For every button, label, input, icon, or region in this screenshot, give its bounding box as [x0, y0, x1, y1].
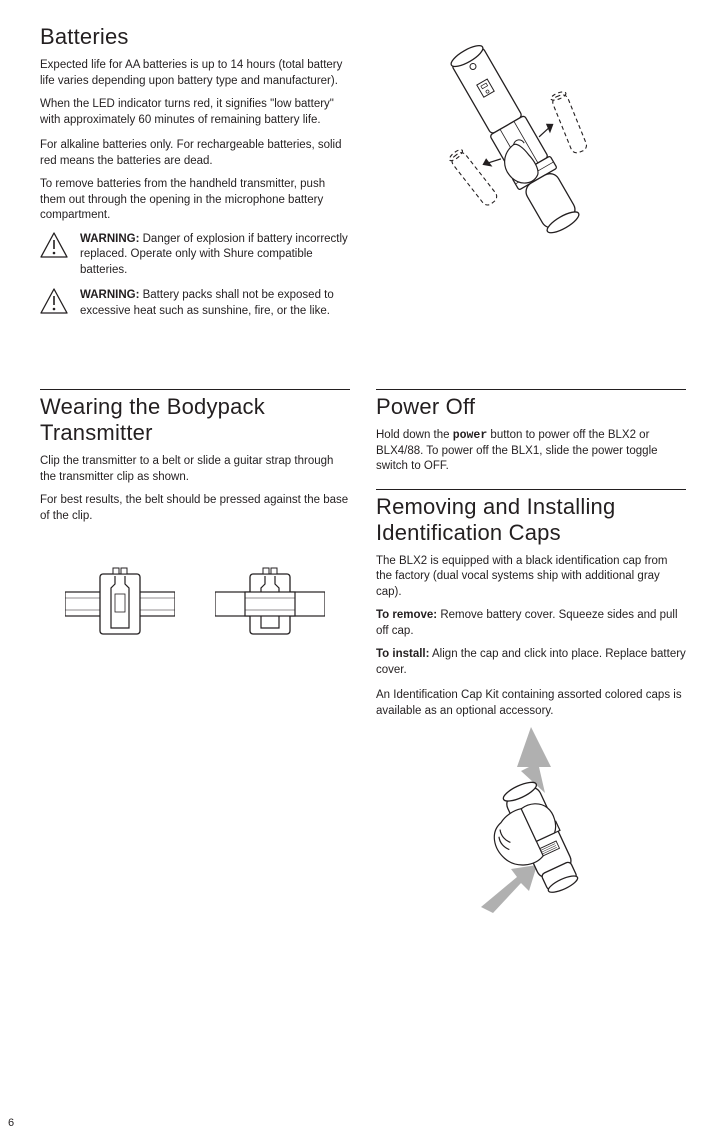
page-number: 6: [8, 1117, 14, 1129]
batteries-text-column: Batteries Expected life for AA batteries…: [40, 20, 350, 329]
bodypack-p1: Clip the transmitter to a belt or slide …: [40, 454, 350, 485]
poweroff-mono: power: [453, 429, 488, 442]
caps-p2-label: To remove:: [376, 609, 437, 621]
batteries-p2: When the LED indicator turns red, it sig…: [40, 97, 350, 128]
bodypack-heading: Wearing the Bodypack Transmitter: [40, 389, 350, 446]
warning-1-label: WARNING:: [80, 233, 139, 245]
caps-p4: An Identification Cap Kit containing ass…: [376, 688, 686, 719]
caps-p3: To install: Align the cap and click into…: [376, 647, 686, 678]
warning-2-text: WARNING: Battery packs shall not be expo…: [80, 288, 350, 319]
right-column: Power Off Hold down the power button to …: [376, 389, 686, 927]
caps-p3-label: To install:: [376, 648, 429, 660]
caps-figure: [376, 727, 686, 927]
bodypack-section: Wearing the Bodypack Transmitter Clip th…: [40, 389, 350, 927]
caps-heading: Removing and Installing Identification C…: [376, 489, 686, 546]
batteries-heading: Batteries: [40, 20, 350, 50]
batteries-section: Batteries Expected life for AA batteries…: [40, 20, 686, 329]
warning-1-text: WARNING: Danger of explosion if battery …: [80, 232, 350, 279]
warning-2: WARNING: Battery packs shall not be expo…: [40, 288, 350, 319]
poweroff-p1a: Hold down the: [376, 429, 453, 441]
warning-1: WARNING: Danger of explosion if battery …: [40, 232, 350, 279]
bodypack-clip-figure: [65, 554, 175, 664]
poweroff-heading: Power Off: [376, 389, 686, 420]
manual-page: Batteries Expected life for AA batteries…: [0, 0, 716, 1145]
lower-sections: Wearing the Bodypack Transmitter Clip th…: [40, 389, 686, 927]
bodypack-p2: For best results, the belt should be pre…: [40, 493, 350, 524]
warning-icon: [40, 288, 68, 314]
caps-p1: The BLX2 is equipped with a black identi…: [376, 554, 686, 601]
warning-icon: [40, 232, 68, 258]
warning-2-label: WARNING:: [80, 289, 139, 301]
poweroff-p1: Hold down the power button to power off …: [376, 428, 686, 475]
batteries-p4: To remove batteries from the handheld tr…: [40, 177, 350, 224]
bodypack-strap-figure: [215, 554, 325, 664]
batteries-figure: [368, 20, 686, 329]
caps-p2: To remove: Remove battery cover. Squeeze…: [376, 608, 686, 639]
batteries-p1: Expected life for AA batteries is up to …: [40, 58, 350, 89]
bodypack-figures: [40, 554, 350, 664]
batteries-p3: For alkaline batteries only. For recharg…: [40, 138, 350, 169]
